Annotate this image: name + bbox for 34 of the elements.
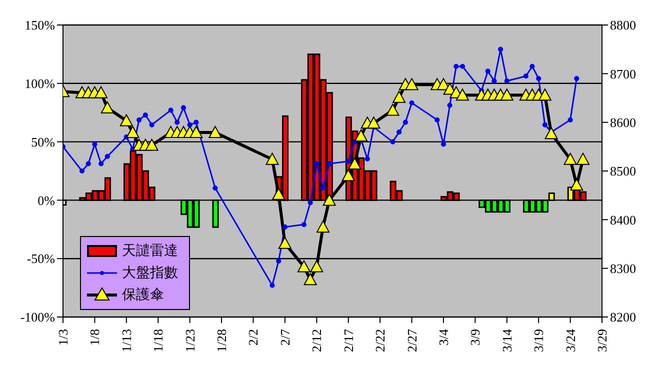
x-tick-label: 1/23 <box>182 329 198 352</box>
y2-tick-label: 8400 <box>610 212 636 228</box>
x-tick-label: 2/12 <box>309 329 324 352</box>
x-tick-label: 3/9 <box>468 329 483 346</box>
legend-label: 保護傘 <box>122 286 164 304</box>
y2-tick-label: 8800 <box>610 18 636 33</box>
y2-tick-label: 8500 <box>610 164 636 179</box>
x-tick-label: 1/28 <box>214 329 230 352</box>
x-tick-label: 3/29 <box>594 329 610 352</box>
x-tick-label: 3/4 <box>436 328 451 346</box>
y-tick-label: 150% <box>24 18 56 33</box>
x-tick-label: 1/18 <box>150 329 166 352</box>
y-tick-label: 0% <box>38 192 56 208</box>
y-tick-label: -50% <box>26 251 56 266</box>
x-tick-label: 2/7 <box>277 328 292 346</box>
x-tick-label: 2/17 <box>340 328 356 352</box>
x-tick-label: 2/2 <box>246 329 261 346</box>
y2-tick-label: 8200 <box>610 310 636 325</box>
x-tick-label: 1/8 <box>87 329 102 346</box>
legend-label: 大盤指數 <box>122 264 178 282</box>
legend-label: 天譴雷達 <box>122 242 178 260</box>
x-tick-label: 3/14 <box>499 328 514 352</box>
x-tick-label: 2/22 <box>372 329 388 352</box>
x-tick-label: 1/3 <box>56 329 70 346</box>
y2-tick-label: 8300 <box>610 260 636 276</box>
x-tick-label: 1/13 <box>118 329 134 352</box>
y-tick-label: -100% <box>20 310 56 325</box>
y2-tick-label: 8700 <box>610 66 636 82</box>
y-tick-label: 50% <box>31 134 56 150</box>
x-tick-label: 3/19 <box>531 329 546 352</box>
x-tick-label: 3/24 <box>562 328 578 352</box>
x-tick-label: 2/27 <box>404 328 420 352</box>
y2-tick-label: 8600 <box>610 114 636 130</box>
y-tick-label: 100% <box>24 76 56 92</box>
